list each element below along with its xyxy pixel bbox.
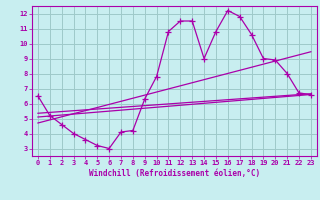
X-axis label: Windchill (Refroidissement éolien,°C): Windchill (Refroidissement éolien,°C) (89, 169, 260, 178)
